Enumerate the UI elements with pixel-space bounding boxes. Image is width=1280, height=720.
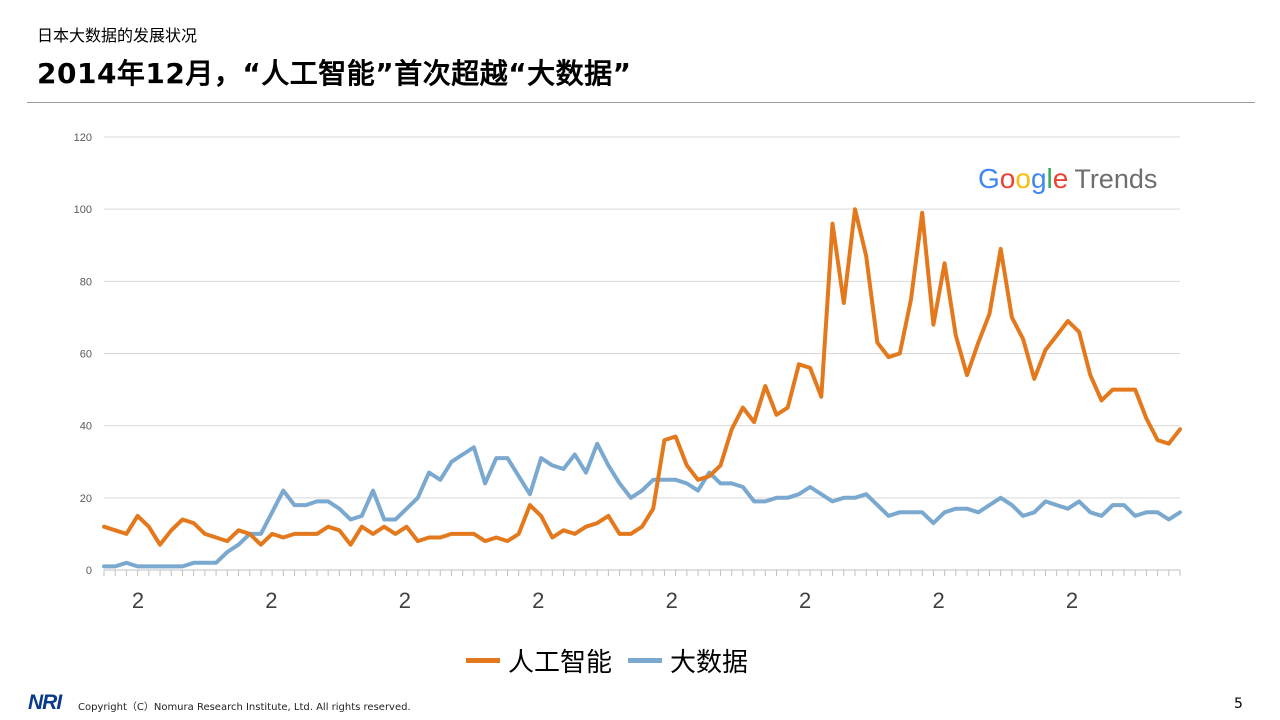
chart-legend: 人工智能 大数据 [466,642,764,679]
legend-label-ai: 人工智能 [508,648,613,678]
y-tick-label: 20 [80,493,92,505]
y-tick-label: 60 [80,349,92,361]
y-tick-label: 80 [80,276,92,288]
legend-swatch-bigdata [628,658,663,663]
slide-subtitle: 日本大数据的发展状况 [37,26,198,45]
y-tick-label: 40 [80,421,92,433]
slide-title: 2014年12月，“人工智能”首次超越“大数据” [37,57,632,90]
legend-item-bigdata: 大数据 [628,642,748,679]
legend-item-ai: 人工智能 [466,642,612,679]
legend-label-bigdata: 大数据 [670,648,749,678]
x-tick-label: 2 [932,588,944,613]
y-tick-label: 0 [86,565,92,577]
x-tick-label: 2 [799,588,811,613]
title-divider [27,102,1255,103]
x-tick-label: 2 [399,588,411,613]
nri-logo: NRI [28,691,62,714]
y-tick-label: 120 [74,132,92,144]
series-line-ai [102,207,1182,547]
series-line-bigdata [102,441,1182,569]
x-tick-label: 2 [1066,588,1078,613]
page-number: 5 [1234,696,1243,712]
x-tick-label: 2 [265,588,277,613]
x-tick-label: 2 [132,588,144,613]
x-tick-label: 2 [532,588,544,613]
y-tick-label: 100 [74,204,92,216]
google-trends-logo: Google Trends [978,163,1158,194]
legend-swatch-ai [466,658,500,663]
copyright-text: Copyright（C）Nomura Research Institute, L… [78,702,411,713]
x-tick-label: 2 [666,588,678,613]
